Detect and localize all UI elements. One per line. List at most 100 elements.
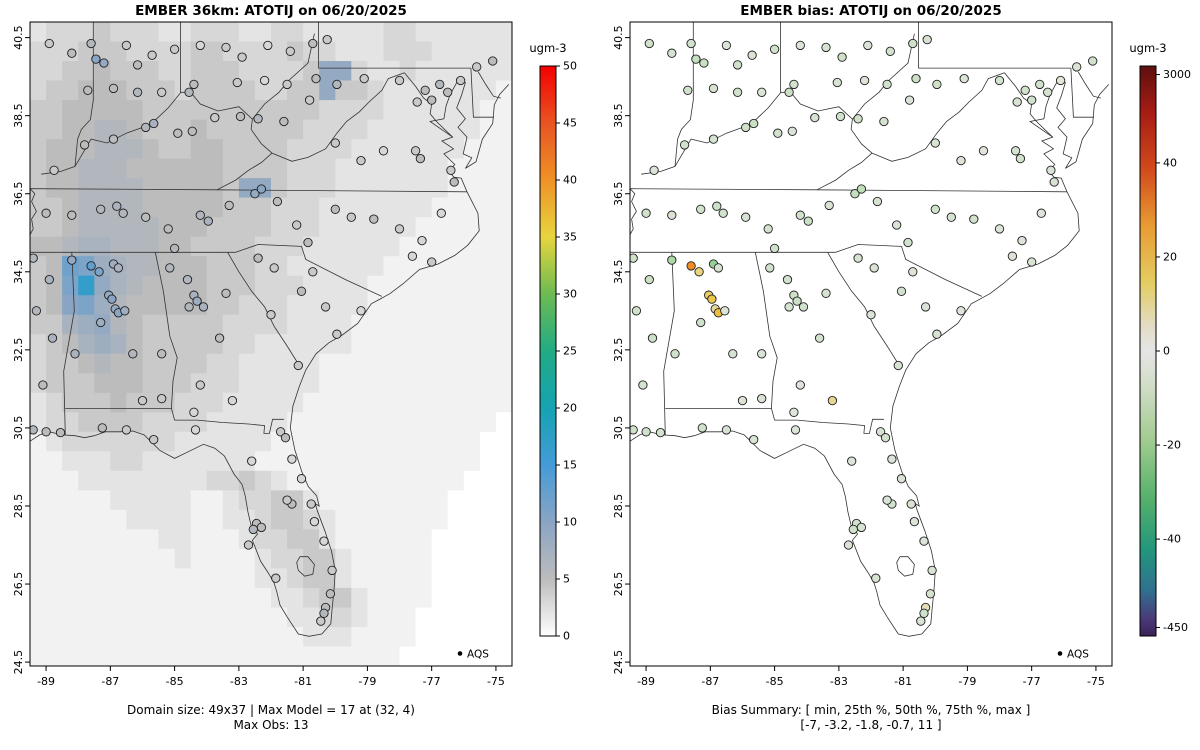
aqs-station-point xyxy=(631,306,642,316)
state-boundary-line xyxy=(63,252,75,435)
aqs-station-point xyxy=(269,263,279,273)
aqs-station-point xyxy=(30,253,38,263)
aqs-station-point xyxy=(1007,251,1018,261)
aqs-station-point xyxy=(165,263,175,273)
plot-border xyxy=(29,21,513,667)
aqs-station-point xyxy=(346,212,356,222)
aqs-station-point xyxy=(79,140,90,150)
aqs-station-point xyxy=(30,425,38,435)
aqs-station-point xyxy=(1027,257,1037,267)
aqs-station-point xyxy=(149,434,159,445)
aqs-station-point xyxy=(699,58,709,68)
aqs-station-point xyxy=(649,165,659,175)
aqs-station-point xyxy=(1020,85,1030,95)
colorbar-tick-label: 40 xyxy=(563,174,577,187)
state-boundary-line xyxy=(404,72,453,138)
aqs-station-point xyxy=(827,395,838,406)
aqs-station-point xyxy=(667,48,677,58)
aqs-station-point xyxy=(741,212,751,222)
colorbar-gradient: 3000 40 20 0 -20 -40 -450 xyxy=(1139,65,1191,637)
y-tick-label: 32.5 xyxy=(612,338,625,363)
aqs-station-point xyxy=(163,224,173,234)
aqs-station-point xyxy=(810,112,820,123)
aqs-station-point xyxy=(757,87,767,97)
aqs-station-point xyxy=(112,201,122,211)
colorbar-tick-label: 20 xyxy=(563,402,577,415)
aqs-station-point xyxy=(308,38,318,49)
x-axis: -89 -87 -85 -83 -81 -79 -77 -75 xyxy=(37,666,505,688)
aqs-station-point xyxy=(784,302,794,312)
aqs-station-point xyxy=(195,40,205,51)
aqs-station-point xyxy=(282,79,292,90)
aqs-station-point xyxy=(327,565,337,576)
aqs-station-point xyxy=(644,274,654,285)
colorbar-tick-label: 30 xyxy=(563,288,577,301)
state-boundary-line xyxy=(665,407,884,434)
aqs-station-point xyxy=(814,333,825,343)
aqs-station-point xyxy=(1049,177,1059,187)
aqs-station-point xyxy=(44,274,54,285)
aqs-station-point xyxy=(332,329,342,339)
aqs-station-point xyxy=(824,200,834,211)
aqs-station-point xyxy=(1046,165,1056,175)
bias-map-panel: EMBER bias: ATOTIJ on 06/20/2025 -89 -87-… xyxy=(612,3,1191,732)
aqs-station-point xyxy=(99,58,109,68)
state-boundary-line xyxy=(429,78,510,178)
aqs-station-point xyxy=(296,474,307,484)
basemap-layer xyxy=(630,22,1110,637)
aqs-station-point xyxy=(904,95,915,105)
aqs-station-point xyxy=(856,184,867,194)
aqs-station-point xyxy=(712,201,722,211)
state-boundary-line xyxy=(30,188,37,235)
aqs-station-point xyxy=(773,128,783,138)
aqs-station-point xyxy=(113,263,124,273)
state-boundary-line xyxy=(835,244,983,297)
aqs-station-point xyxy=(272,196,283,207)
y-tick-label: 26.5 xyxy=(612,572,625,597)
state-boundary-line xyxy=(816,152,873,191)
colorbar-tick-label: 50 xyxy=(563,60,577,73)
aqs-station-point xyxy=(118,208,128,218)
aqs-station-point xyxy=(686,261,696,271)
aqs-station-point xyxy=(394,224,405,234)
aqs-station-point xyxy=(956,306,966,316)
aqs-station-point xyxy=(691,54,701,64)
colorbar-tick-label: 20 xyxy=(1163,250,1177,263)
y-tick-label: 36.5 xyxy=(12,181,25,206)
aqs-station-point xyxy=(275,427,286,437)
legend-point-icon xyxy=(457,651,463,656)
aqs-station-point xyxy=(449,177,459,187)
aqs-station-point xyxy=(732,60,743,70)
y-tick-label: 28.5 xyxy=(612,494,625,519)
aqs-station-point xyxy=(256,184,267,194)
aqs-station-point xyxy=(187,126,197,136)
aqs-station-point xyxy=(184,87,194,97)
colorbar-tick-label: -450 xyxy=(1163,621,1188,634)
aqs-station-point xyxy=(843,540,854,550)
state-boundary-line xyxy=(296,556,315,577)
aqs-station-point xyxy=(1015,153,1026,164)
aqs-station-point xyxy=(282,495,292,505)
aqs-station-point xyxy=(871,573,881,583)
colorbar-tick-label: 0 xyxy=(563,630,570,643)
state-boundary-line xyxy=(477,71,501,99)
aqs-station-point xyxy=(782,274,793,285)
aqs-station-point xyxy=(908,267,918,277)
aqs-station-point xyxy=(679,140,690,150)
aqs-station-point xyxy=(919,536,929,546)
x-tick-label: -87 xyxy=(101,675,119,688)
aqs-station-point xyxy=(141,122,151,133)
aqs-station-point xyxy=(978,146,989,156)
aqs-station-point xyxy=(309,516,320,527)
aqs-station-point xyxy=(356,306,366,316)
aqs-station-point xyxy=(932,79,942,90)
x-tick-label: -83 xyxy=(830,675,848,688)
aqs-station-point xyxy=(875,427,886,437)
state-boundary-line xyxy=(896,556,915,577)
aqs-station-point xyxy=(128,349,138,359)
colorbar-tick-label: 10 xyxy=(563,516,577,529)
aqs-station-point xyxy=(96,317,106,328)
aqs-station-point xyxy=(919,608,929,618)
aqs-station-point xyxy=(903,237,913,248)
plot-border xyxy=(629,21,1113,667)
